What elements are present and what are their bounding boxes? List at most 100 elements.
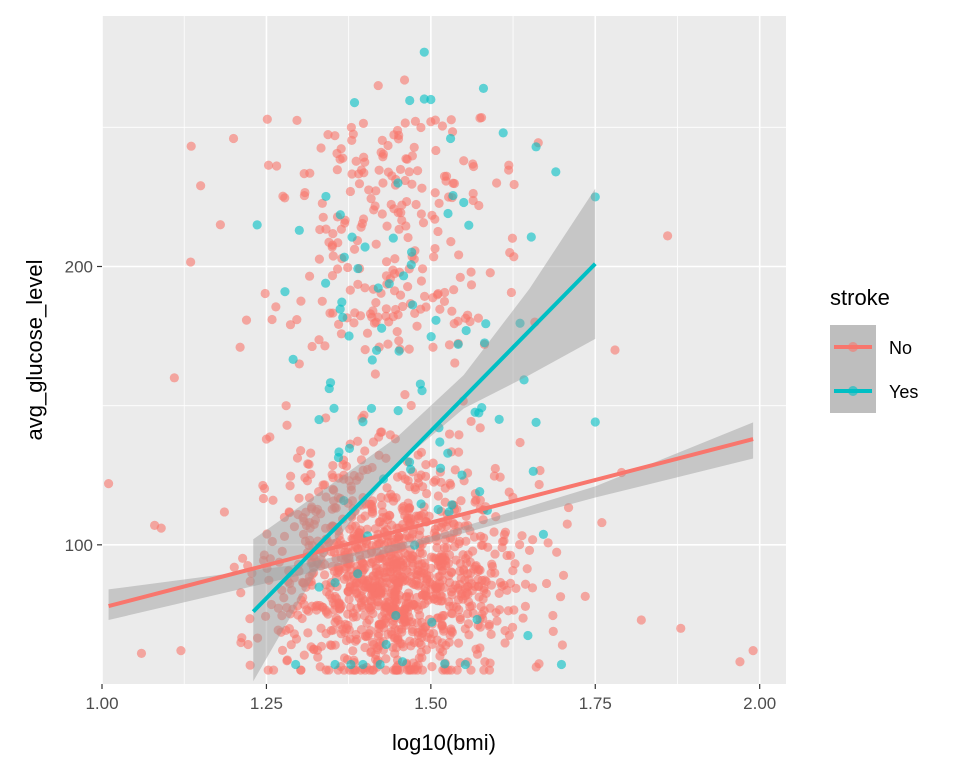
point-no bbox=[241, 315, 252, 325]
point-no bbox=[485, 268, 495, 278]
point-no bbox=[381, 304, 391, 314]
point-yes bbox=[321, 191, 331, 202]
point-no bbox=[408, 599, 418, 609]
point-yes bbox=[478, 83, 489, 93]
point-no bbox=[676, 623, 686, 633]
point-no bbox=[424, 628, 434, 638]
point-no bbox=[421, 471, 431, 481]
point-no bbox=[413, 166, 423, 176]
point-no bbox=[264, 575, 274, 585]
point-no bbox=[403, 498, 413, 508]
point-no bbox=[332, 264, 343, 274]
point-no bbox=[346, 481, 356, 491]
point-yes bbox=[394, 346, 404, 356]
point-no bbox=[500, 638, 510, 648]
point-no bbox=[360, 511, 370, 521]
point-no bbox=[528, 535, 538, 545]
point-no bbox=[383, 140, 393, 151]
point-no bbox=[412, 555, 423, 565]
point-no bbox=[296, 296, 306, 306]
point-no bbox=[277, 546, 287, 557]
point-no bbox=[437, 591, 447, 602]
point-no bbox=[292, 115, 302, 125]
point-no bbox=[505, 550, 516, 560]
point-no bbox=[452, 527, 463, 537]
point-no bbox=[196, 181, 206, 191]
point-no bbox=[636, 615, 646, 625]
point-no bbox=[354, 527, 364, 537]
point-no bbox=[262, 529, 272, 539]
point-no bbox=[375, 553, 385, 563]
point-no bbox=[476, 112, 487, 123]
fit-lines bbox=[108, 262, 754, 614]
point-no bbox=[317, 198, 327, 208]
point-no bbox=[412, 321, 422, 331]
point-no bbox=[735, 657, 745, 667]
point-no bbox=[294, 493, 304, 503]
point-no bbox=[470, 581, 480, 592]
point-no bbox=[400, 510, 410, 521]
point-no bbox=[404, 167, 414, 177]
point-no bbox=[334, 565, 344, 575]
point-no bbox=[348, 646, 358, 656]
point-yes bbox=[367, 355, 377, 365]
point-no bbox=[349, 470, 359, 481]
point-yes bbox=[481, 319, 491, 329]
point-no bbox=[407, 179, 417, 189]
point-no bbox=[400, 389, 410, 400]
point-no bbox=[349, 585, 359, 595]
point-no bbox=[330, 617, 340, 627]
point-no bbox=[434, 578, 445, 588]
point-no bbox=[428, 342, 438, 352]
point-no bbox=[455, 612, 465, 623]
point-no bbox=[397, 627, 407, 637]
point-no bbox=[285, 481, 295, 491]
point-no bbox=[276, 627, 286, 637]
point-no bbox=[439, 296, 450, 307]
point-no bbox=[371, 239, 381, 249]
point-no bbox=[215, 220, 225, 230]
point-no bbox=[478, 540, 488, 550]
point-no bbox=[299, 650, 309, 660]
point-no bbox=[366, 602, 377, 612]
point-yes bbox=[358, 417, 368, 427]
point-no bbox=[535, 465, 545, 476]
point-no bbox=[552, 547, 562, 557]
point-yes bbox=[479, 338, 490, 348]
point-no bbox=[289, 522, 300, 532]
point-no bbox=[344, 594, 354, 605]
point-yes bbox=[448, 190, 458, 201]
point-no bbox=[475, 423, 485, 433]
point-yes bbox=[427, 617, 437, 627]
point-no bbox=[421, 645, 432, 655]
point-no bbox=[663, 231, 673, 241]
point-no bbox=[258, 493, 269, 504]
point-no bbox=[380, 600, 390, 610]
point-no bbox=[414, 638, 424, 648]
point-no bbox=[395, 665, 405, 675]
point-yes bbox=[339, 252, 349, 262]
point-no bbox=[492, 178, 502, 188]
point-no bbox=[489, 527, 499, 537]
point-no bbox=[436, 477, 446, 487]
point-no bbox=[377, 612, 387, 622]
point-no bbox=[391, 493, 401, 503]
point-no bbox=[339, 665, 349, 675]
point-yes bbox=[373, 283, 383, 293]
point-no bbox=[370, 575, 380, 585]
point-yes bbox=[314, 582, 324, 592]
point-no bbox=[371, 540, 382, 551]
point-no bbox=[359, 152, 369, 162]
point-no bbox=[385, 430, 395, 440]
point-yes bbox=[457, 470, 467, 480]
point-yes bbox=[531, 142, 541, 152]
point-no bbox=[426, 117, 436, 127]
point-no bbox=[397, 639, 407, 649]
point-yes bbox=[445, 133, 456, 144]
point-no bbox=[260, 611, 271, 621]
point-no bbox=[328, 460, 338, 471]
point-no bbox=[413, 473, 423, 483]
point-no bbox=[268, 495, 278, 505]
point-no bbox=[303, 628, 313, 638]
point-no bbox=[446, 608, 457, 618]
